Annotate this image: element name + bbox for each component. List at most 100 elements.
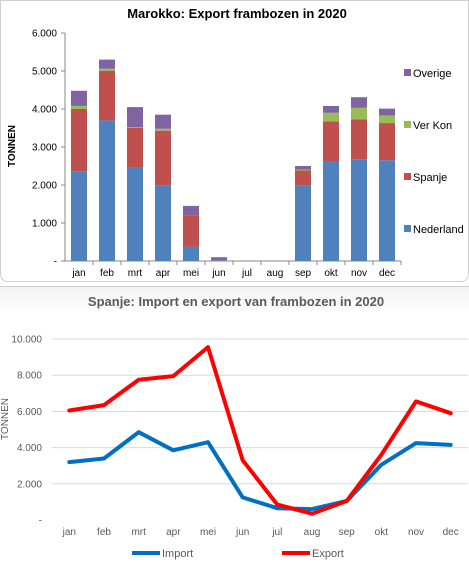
x-tick-label: mrt bbox=[131, 527, 146, 538]
bar-segment-ver-kon bbox=[127, 127, 143, 128]
y-tick-label: - bbox=[54, 257, 57, 268]
bar-segment-ver-kon bbox=[71, 105, 87, 109]
x-tick-label: dec bbox=[379, 268, 395, 279]
legend-label: Overige bbox=[413, 68, 452, 80]
y-axis-label: TONNEN bbox=[7, 125, 18, 167]
bar-segment-overige bbox=[71, 90, 87, 106]
legend-swatch bbox=[404, 121, 411, 128]
y-tick-label: 6.000 bbox=[17, 407, 42, 418]
x-tick-label: jul bbox=[271, 527, 282, 538]
chart-title: Spanje: Import en export van frambozen i… bbox=[88, 294, 384, 309]
bar-segment-spanje bbox=[323, 121, 339, 162]
y-tick-label: 10.000 bbox=[11, 335, 42, 346]
legend-label: Nederland bbox=[413, 224, 464, 236]
y-axis-label: TONNEN bbox=[0, 398, 11, 440]
x-tick-label: feb bbox=[100, 268, 114, 279]
legend-swatch bbox=[404, 173, 411, 180]
bar-segment-spanje bbox=[211, 259, 227, 261]
x-tick-label: mrt bbox=[128, 268, 143, 279]
bar-segment-nederland bbox=[379, 160, 395, 261]
y-tick-label: 3.000 bbox=[32, 143, 57, 154]
bar-segment-ver-kon bbox=[295, 169, 311, 171]
bar-segment-overige bbox=[295, 166, 311, 170]
bar-segment-ver-kon bbox=[351, 107, 367, 120]
x-tick-label: jun bbox=[211, 268, 225, 279]
x-tick-label: mei bbox=[200, 527, 216, 538]
series-line-import bbox=[67, 430, 453, 512]
series-lines bbox=[67, 345, 453, 516]
bar-segment-nederland bbox=[71, 171, 87, 261]
y-tick-label: 5.000 bbox=[32, 67, 57, 78]
legend-swatch bbox=[404, 225, 411, 232]
legend-label: Spanje bbox=[413, 172, 447, 184]
bar-segment-overige bbox=[323, 105, 339, 113]
x-tick-label: nov bbox=[408, 527, 424, 538]
bar-segment-nederland bbox=[295, 185, 311, 261]
gridlines bbox=[52, 338, 468, 485]
x-tick-label: okt bbox=[324, 268, 338, 279]
bar-segment-overige bbox=[379, 108, 395, 116]
bar-segment-spanje bbox=[351, 119, 367, 160]
bar-segment-spanje bbox=[127, 128, 143, 168]
x-tick-label: jan bbox=[71, 268, 85, 279]
y-axis-ticks: - 1.000 2.000 3.000 4.000 5.000 6.000 bbox=[32, 29, 401, 268]
y-tick-label: 4.000 bbox=[32, 105, 57, 116]
export-chart-panel: Marokko: Export frambozen in 2020 TONNEN… bbox=[0, 0, 469, 282]
bar-segment-spanje bbox=[295, 170, 311, 186]
bar-segment-nederland bbox=[99, 120, 115, 262]
legend-label: Ver Kon bbox=[413, 120, 452, 132]
x-axis-ticks: jan feb mrt apr mei jun jul aug sep okt nov dec bbox=[62, 527, 459, 538]
bar-segment-nederland bbox=[351, 159, 367, 261]
x-tick-label: jul bbox=[241, 268, 252, 279]
spanje-line-chart: Spanje: Import en export van frambozen i… bbox=[0, 294, 468, 560]
y-axis-ticks: - 2.000 4.000 6.000 8.000 10.000 bbox=[11, 335, 42, 527]
bar-segment-nederland bbox=[323, 161, 339, 261]
y-tick-label: 2.000 bbox=[17, 479, 42, 490]
bar-segment-ver-kon bbox=[99, 68, 115, 71]
x-tick-label: jan bbox=[62, 527, 76, 538]
bar-segment-ver-kon bbox=[323, 112, 339, 122]
y-tick-label: - bbox=[39, 516, 42, 527]
spanje-chart-panel: Spanje: Import en export van frambozen i… bbox=[0, 286, 469, 570]
legend-label: Import bbox=[162, 548, 193, 560]
bar-segment-nederland bbox=[183, 246, 199, 261]
bar-segment-overige bbox=[155, 114, 171, 129]
chart-title: Marokko: Export frambozen in 2020 bbox=[127, 6, 347, 21]
bar-segment-spanje bbox=[155, 130, 171, 186]
legend: Import Export bbox=[132, 548, 344, 560]
x-tick-label: dec bbox=[443, 527, 459, 538]
x-tick-label: okt bbox=[375, 527, 389, 538]
bar-segment-ver-kon bbox=[155, 128, 171, 131]
legend-swatch bbox=[404, 69, 411, 76]
bars bbox=[71, 59, 395, 262]
bar-segment-ver-kon bbox=[379, 115, 395, 124]
bar-segment-overige bbox=[183, 205, 199, 216]
y-tick-label: 8.000 bbox=[17, 371, 42, 382]
x-tick-label: feb bbox=[97, 527, 111, 538]
x-tick-label: sep bbox=[339, 527, 356, 538]
bar-segment-nederland bbox=[211, 260, 227, 261]
export-stacked-bar-chart: Marokko: Export frambozen in 2020 TONNEN… bbox=[7, 6, 464, 279]
legend: Overige Ver Kon Spanje Nederland bbox=[404, 68, 464, 236]
x-tick-label: aug bbox=[304, 527, 321, 538]
legend-label: Export bbox=[312, 548, 344, 560]
bar-segment-spanje bbox=[379, 123, 395, 161]
bar-segment-spanje bbox=[99, 71, 115, 121]
x-tick-label: apr bbox=[156, 268, 171, 279]
x-tick-label: aug bbox=[267, 268, 284, 279]
bar-segment-overige bbox=[211, 257, 227, 260]
y-tick-label: 6.000 bbox=[32, 29, 57, 40]
bar-segment-spanje bbox=[71, 109, 87, 172]
bar-segment-nederland bbox=[155, 185, 171, 261]
x-tick-label: jun bbox=[235, 527, 249, 538]
y-tick-label: 1.000 bbox=[32, 219, 57, 230]
bar-segment-overige bbox=[351, 97, 367, 108]
bar-segment-nederland bbox=[127, 167, 143, 261]
bar-segment-overige bbox=[99, 59, 115, 69]
x-tick-label: sep bbox=[295, 268, 312, 279]
x-tick-label: nov bbox=[351, 268, 367, 279]
y-tick-label: 4.000 bbox=[17, 443, 42, 454]
x-axis-ticks: jan feb mrt apr mei jun jul aug sep okt nov dec bbox=[71, 261, 402, 279]
bar-segment-overige bbox=[127, 107, 143, 128]
x-tick-label: apr bbox=[166, 527, 181, 538]
